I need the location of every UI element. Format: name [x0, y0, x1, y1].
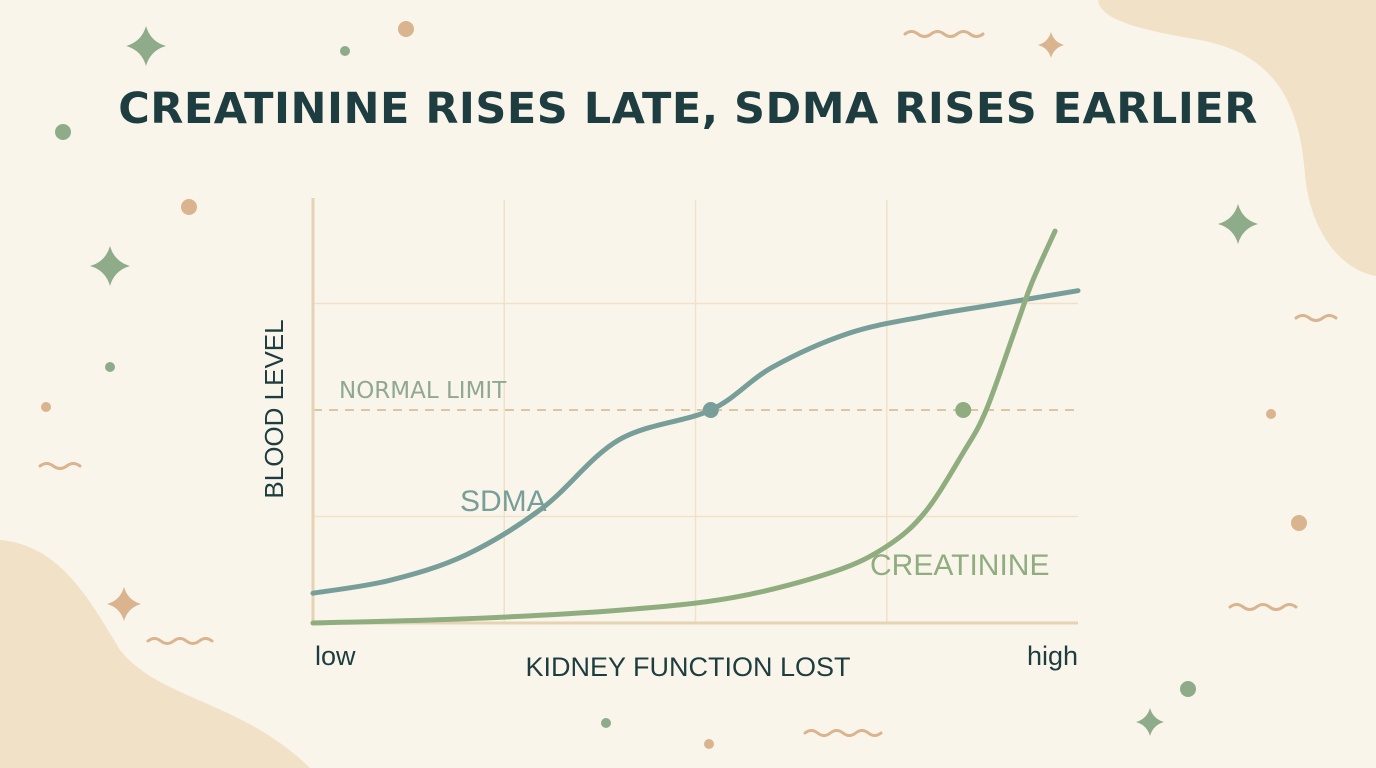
sparkle-icon — [126, 26, 166, 66]
corner-blob-bottom-left — [0, 540, 310, 768]
y-axis-label: BLOOD LEVEL — [259, 319, 289, 498]
decor-dot — [398, 21, 414, 37]
creatinine-line — [310, 228, 1058, 626]
sparkle-icon — [1038, 32, 1064, 58]
line-chart: NORMAL LIMIT SDMA CREATININE BLOOD LEVEL… — [259, 198, 1081, 682]
decor-dot — [1180, 681, 1196, 697]
decor-dot — [181, 199, 197, 215]
creatinine-series-label: CREATININE — [870, 549, 1049, 582]
sparkle-icon — [90, 246, 130, 286]
sparkle-icon — [1218, 204, 1258, 244]
page-title: CREATININE RISES LATE, SDMA RISES EARLIE… — [118, 84, 1258, 134]
squiggle-decor — [146, 637, 214, 645]
decor-dot — [55, 124, 71, 140]
decor-dot — [105, 362, 115, 372]
decor-dot — [601, 718, 611, 728]
decor-dot — [704, 739, 714, 749]
decor-dot — [41, 402, 51, 412]
x-tick-label-high: high — [1027, 641, 1078, 671]
sdma-crossing-point — [702, 402, 719, 418]
sparkle-icon — [1136, 708, 1164, 736]
chart-grid — [313, 200, 1078, 623]
squiggle-decor — [1294, 314, 1338, 322]
x-tick-label-low: low — [315, 641, 356, 671]
decor-dot — [1291, 515, 1307, 531]
squiggle-decor — [1228, 603, 1298, 611]
decor-dot — [1266, 409, 1276, 419]
sparkle-icon — [107, 587, 141, 621]
sdma-series-label: SDMA — [460, 485, 547, 518]
squiggle-decor — [903, 30, 985, 38]
squiggle-decor — [38, 462, 82, 470]
x-axis-label: KIDNEY FUNCTION LOST — [525, 652, 850, 682]
normal-limit-label: NORMAL LIMIT — [339, 378, 507, 404]
squiggle-decor — [803, 729, 883, 737]
corner-blob-top-right — [1098, 0, 1376, 276]
decor-dot — [340, 46, 350, 56]
creatinine-crossing-point — [955, 402, 972, 418]
